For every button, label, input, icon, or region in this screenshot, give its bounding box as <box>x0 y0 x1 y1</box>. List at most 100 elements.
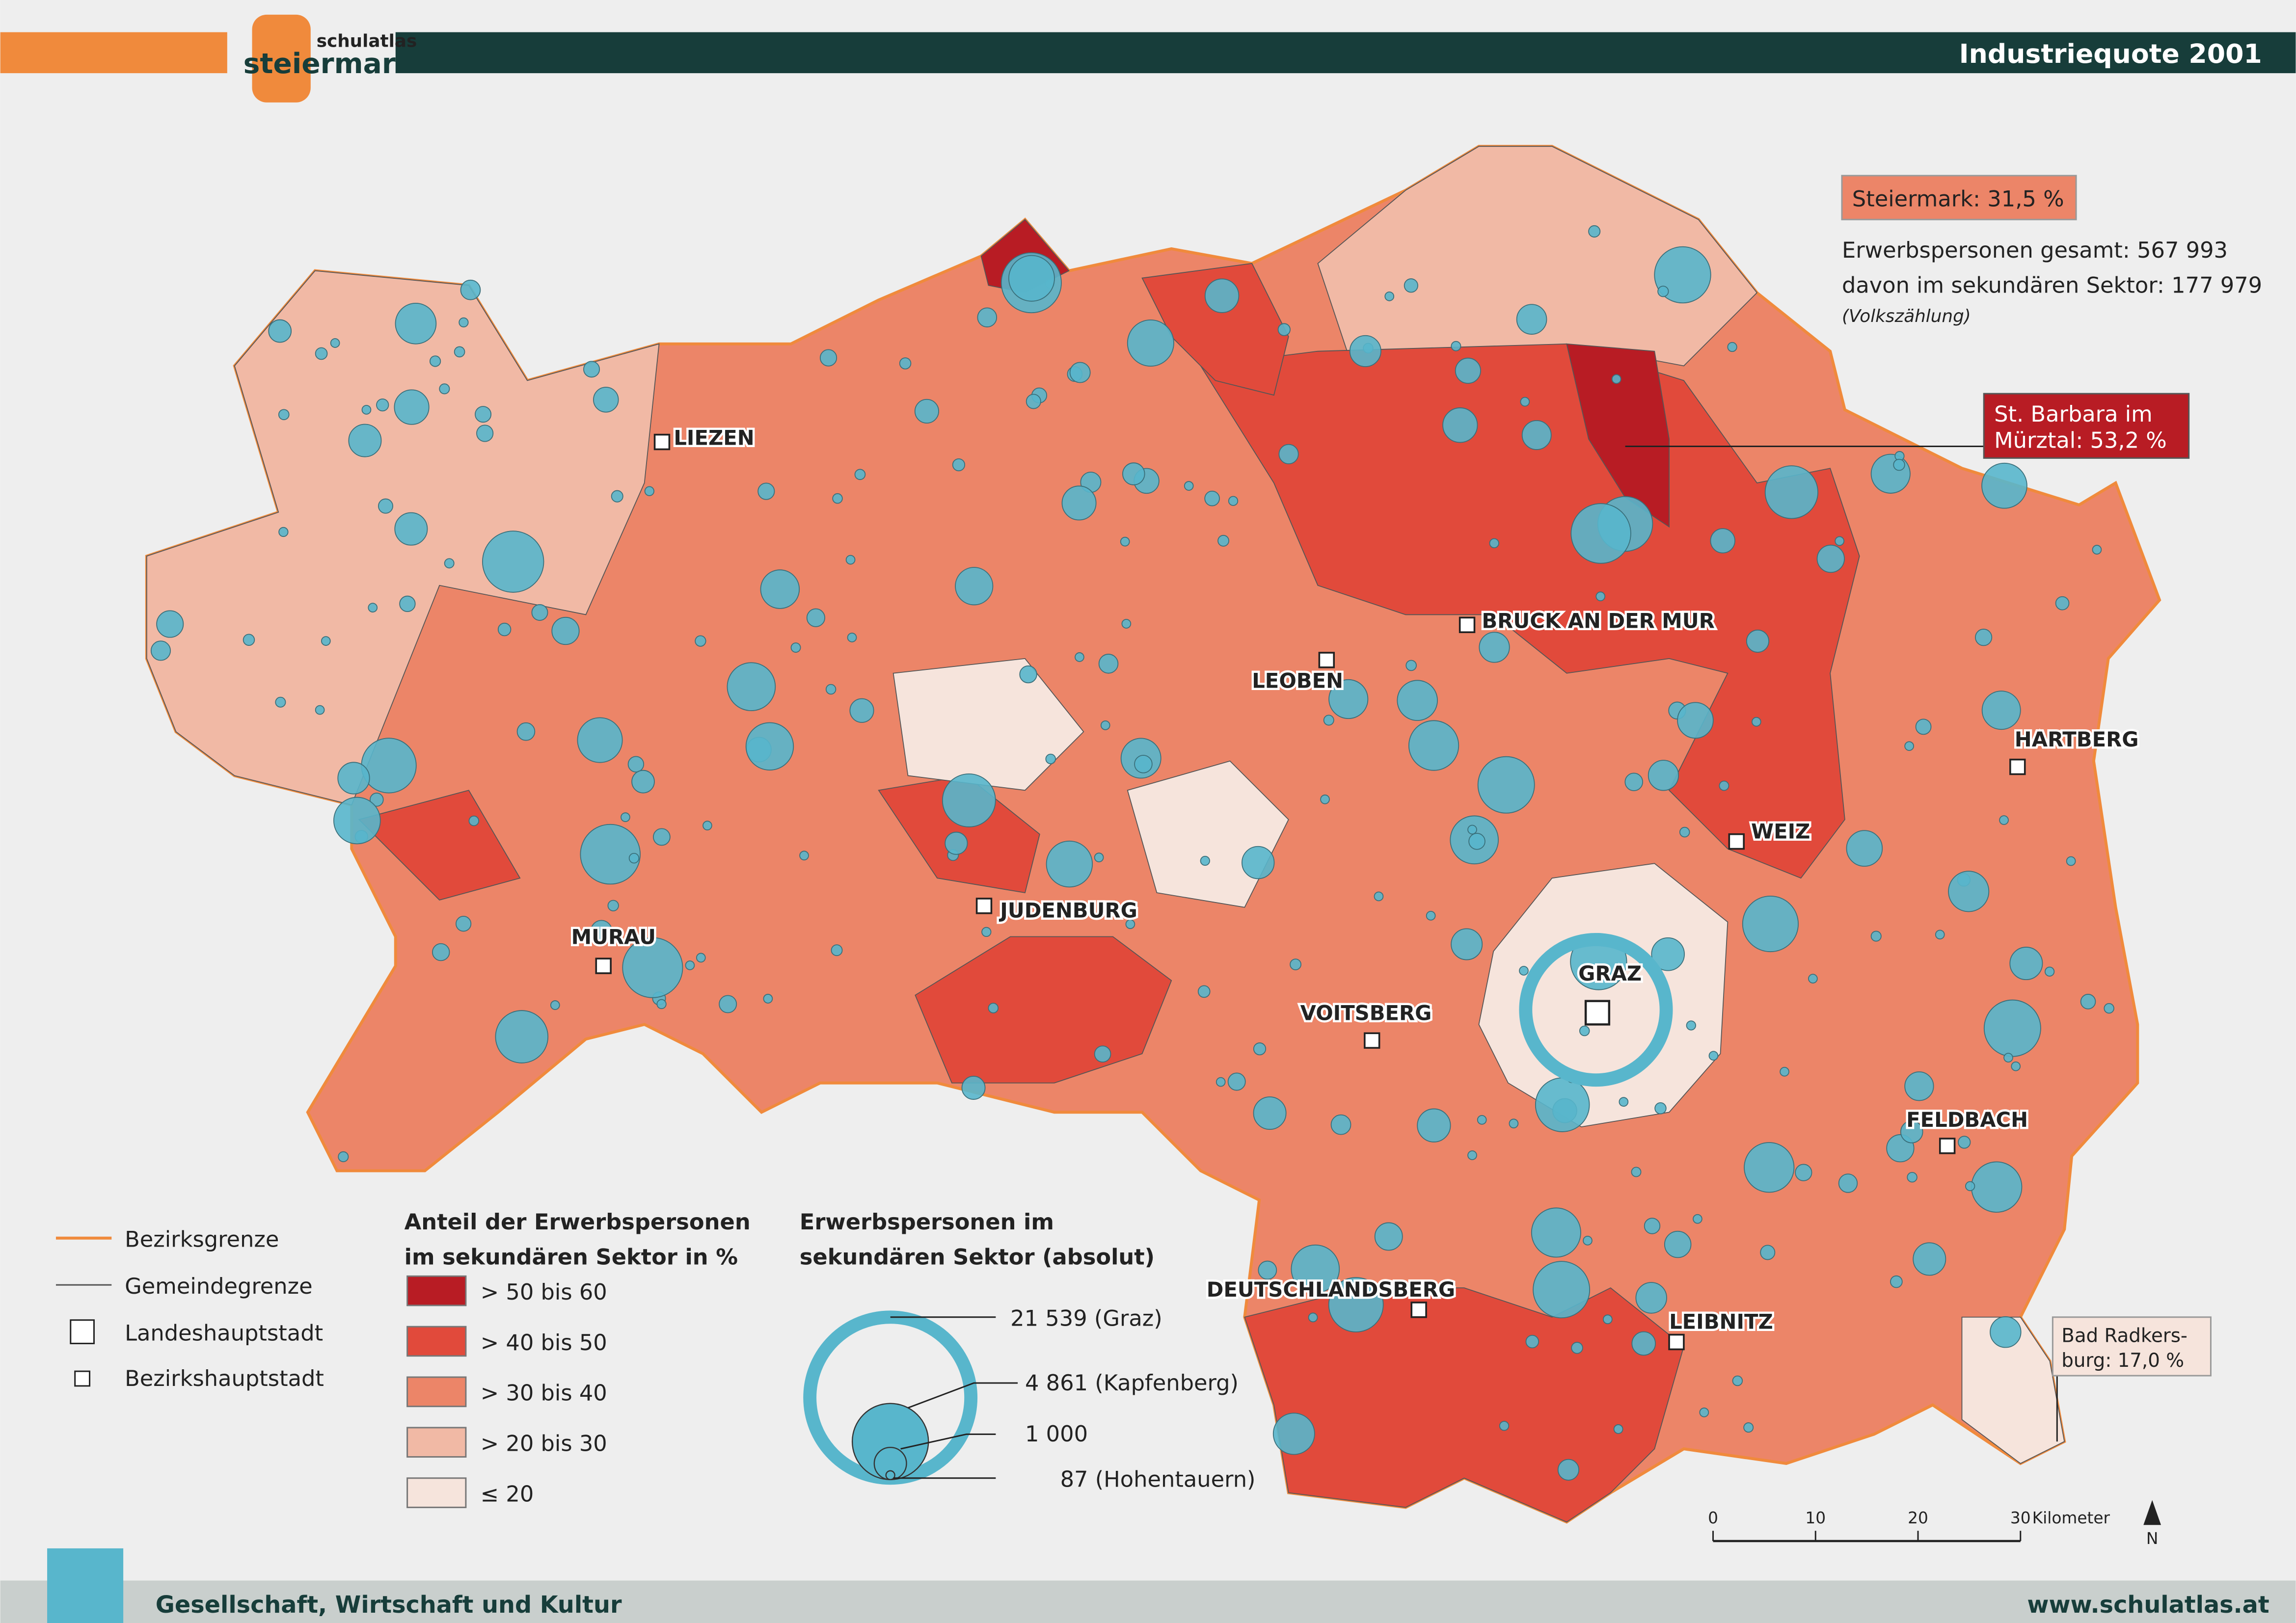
map-circle <box>1374 1222 1403 1251</box>
map-circle <box>611 490 623 503</box>
map-circle <box>819 349 837 367</box>
map-circle <box>1595 591 1606 601</box>
map-circle <box>1719 780 1729 791</box>
map-circle <box>395 302 437 345</box>
map-circle <box>348 424 382 457</box>
map-circle <box>1751 717 1761 727</box>
map-circle <box>1893 458 1905 471</box>
map-circle <box>607 900 619 911</box>
footer-bar <box>0 1580 2296 1623</box>
map-circle <box>1904 1071 1934 1101</box>
map-circle <box>1417 1108 1451 1143</box>
map-circle <box>1308 1312 1318 1323</box>
map-circle <box>1570 503 1631 564</box>
map-circle <box>243 634 255 646</box>
map-circle <box>1588 225 1601 238</box>
map-circle <box>849 698 874 723</box>
map-circle <box>482 531 544 593</box>
map-circle <box>1374 891 1384 902</box>
map-circle <box>1535 1077 1590 1132</box>
map-circle <box>583 361 600 378</box>
graz-circle <box>1519 933 1673 1087</box>
map-circle <box>278 409 290 421</box>
region-lightest <box>1961 1316 2065 1464</box>
stats-note: (Volkszählung) <box>1842 306 1971 326</box>
map-circle <box>627 756 645 772</box>
class-label: > 40 bis 50 <box>481 1330 607 1356</box>
header-bar <box>395 32 2296 74</box>
map-circle <box>1426 910 1436 921</box>
place-label: MURAU <box>571 925 656 949</box>
map-circle <box>444 558 455 569</box>
map-circle <box>1732 1375 1743 1386</box>
map-circle <box>831 944 843 957</box>
map-circle <box>1686 1020 1696 1031</box>
map-circle <box>1525 1334 1539 1349</box>
map-circle <box>1075 652 1084 662</box>
total-box <box>1841 175 2077 220</box>
map-circle <box>1516 304 1547 335</box>
district-marker <box>975 898 993 914</box>
footer-icon <box>47 1548 124 1623</box>
size-label: 87 (Hohentauern) <box>1060 1466 1256 1492</box>
map-circle <box>1069 362 1091 383</box>
map-circle <box>1743 1422 1754 1433</box>
map-circle <box>1657 286 1669 297</box>
map-circle <box>1477 756 1535 814</box>
footer-right: www.schulatlas.at <box>2027 1592 2269 1619</box>
map-circle <box>1631 1167 1642 1177</box>
place-label: FELDBACH <box>1906 1108 2028 1132</box>
map-circle <box>1253 1042 1267 1056</box>
map-circle <box>1664 1230 1692 1258</box>
map-circle <box>1764 465 1818 519</box>
map-circle <box>531 604 548 621</box>
map-circle <box>1258 1260 1277 1280</box>
map-circle <box>1122 462 1145 485</box>
map-circle <box>1008 255 1055 302</box>
map-circle <box>516 722 536 741</box>
logo-mark <box>252 14 311 103</box>
class-label: > 30 bis 40 <box>481 1380 607 1406</box>
scale-bar: 0 10 20 30 Kilometer N <box>1708 1500 2161 1548</box>
district-marker <box>1318 652 1335 668</box>
map-circle <box>394 389 430 425</box>
map-circle <box>1026 394 1041 409</box>
map-circle <box>1184 481 1194 491</box>
class-label: ≤ 20 <box>481 1481 534 1507</box>
map-circle <box>454 346 465 358</box>
map-circle <box>1744 1142 1795 1193</box>
map-circle <box>580 824 641 885</box>
map-circle <box>961 1076 986 1100</box>
map-circle <box>1278 444 1299 464</box>
map-circle <box>1125 919 1135 929</box>
size-symbol <box>885 1470 895 1480</box>
size-label: 21 539 (Graz) <box>1010 1305 1162 1331</box>
legend-title: Erwerbspersonen im <box>800 1209 1054 1235</box>
map-circle <box>1983 999 2041 1057</box>
map-circle <box>1890 1275 1903 1288</box>
map-circle <box>1677 702 1714 739</box>
map-circle <box>696 953 706 963</box>
map-circle <box>745 722 794 771</box>
map-circle <box>150 640 171 661</box>
map-circle <box>1900 1120 1923 1144</box>
map-circle <box>1624 772 1644 792</box>
map-circle <box>1216 1077 1226 1087</box>
map-circle <box>899 357 912 370</box>
map-circle <box>1808 974 1818 984</box>
map-circle <box>1404 278 1418 293</box>
map-circle <box>1046 840 1093 888</box>
map-circle <box>1477 1115 1487 1125</box>
legend-text: Bezirkshauptstadt <box>125 1365 324 1391</box>
map-circle <box>337 762 370 795</box>
map-circle <box>1290 958 1302 971</box>
map-circle <box>1045 753 1056 765</box>
capital-marker <box>1584 1000 1611 1026</box>
map-circle <box>1870 453 1911 494</box>
map-circle <box>475 406 492 423</box>
place-label: LIEZEN <box>674 426 754 450</box>
map-circle <box>439 383 450 395</box>
footer-left: Gesellschaft, Wirtschaft und Kultur <box>156 1592 622 1619</box>
place-label: VOITSBERG <box>1300 1001 1432 1025</box>
